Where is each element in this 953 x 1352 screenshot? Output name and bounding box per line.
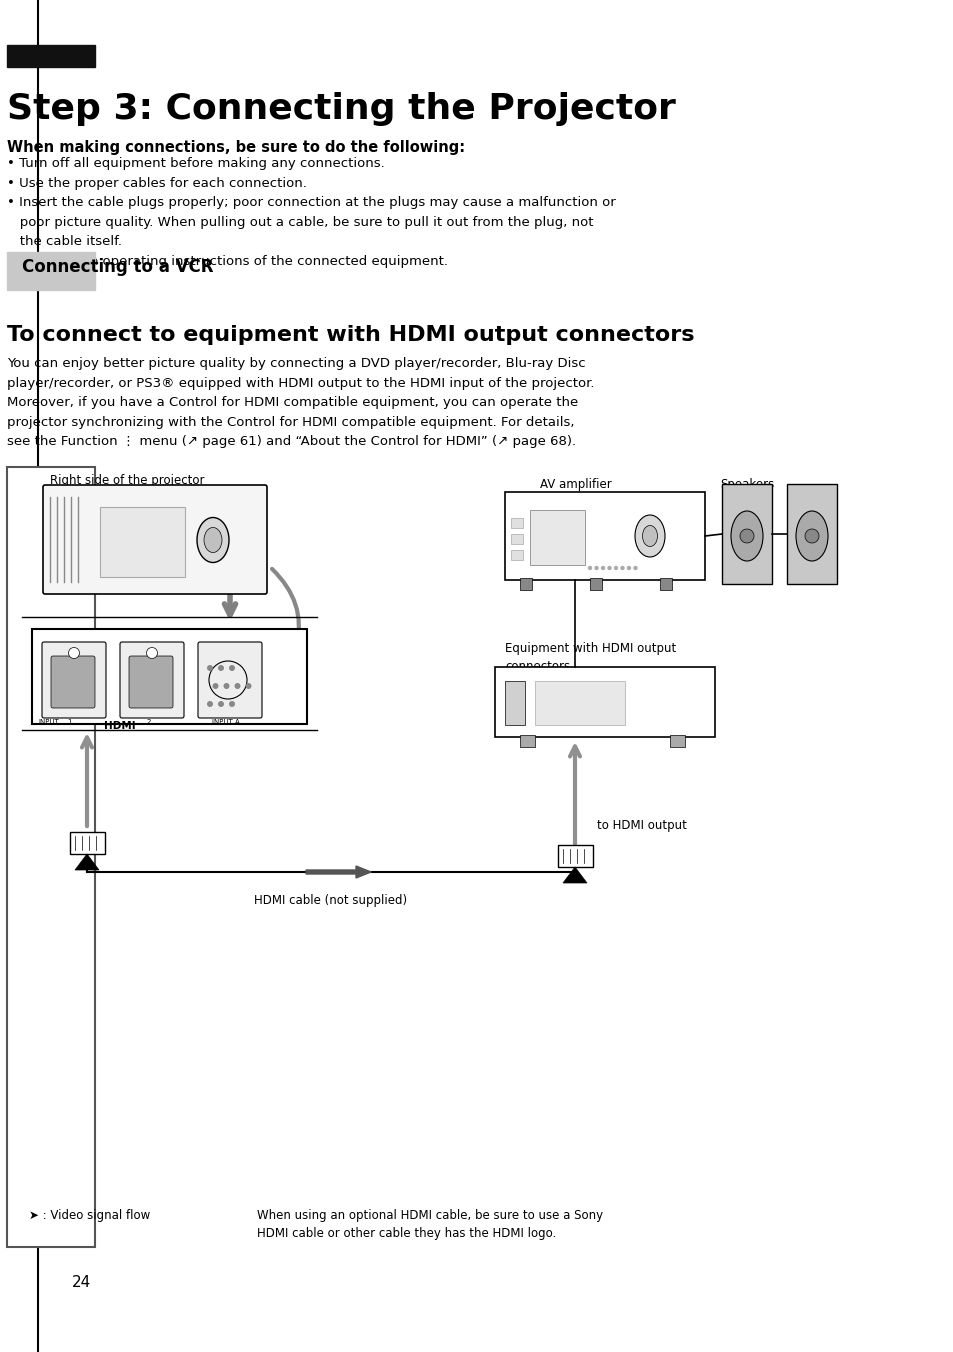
Bar xyxy=(8,45,94,68)
Ellipse shape xyxy=(641,526,657,546)
Circle shape xyxy=(613,565,618,571)
Circle shape xyxy=(213,683,218,690)
Bar xyxy=(511,518,522,529)
Bar xyxy=(511,550,522,560)
FancyBboxPatch shape xyxy=(129,656,172,708)
Ellipse shape xyxy=(730,511,762,561)
Circle shape xyxy=(207,700,213,707)
Circle shape xyxy=(619,565,624,571)
Text: Step 3: Connecting the Projector: Step 3: Connecting the Projector xyxy=(8,92,676,126)
Circle shape xyxy=(69,648,79,658)
Text: to HDMI output: to HDMI output xyxy=(597,819,686,831)
Bar xyxy=(669,735,684,748)
Bar xyxy=(504,681,524,725)
Text: player/recorder, or PS3® equipped with HDMI output to the HDMI input of the proj: player/recorder, or PS3® equipped with H… xyxy=(8,376,594,389)
Text: 1: 1 xyxy=(67,719,71,725)
Circle shape xyxy=(207,665,213,671)
Bar xyxy=(32,629,307,725)
Bar xyxy=(8,466,94,1247)
Circle shape xyxy=(607,565,611,571)
Text: • Use the proper cables for each connection.: • Use the proper cables for each connect… xyxy=(8,177,307,189)
Bar xyxy=(589,579,601,589)
Circle shape xyxy=(218,700,224,707)
Ellipse shape xyxy=(204,527,222,553)
Circle shape xyxy=(218,665,224,671)
Text: HDMI cable (not supplied): HDMI cable (not supplied) xyxy=(254,894,407,907)
Circle shape xyxy=(245,683,252,690)
Circle shape xyxy=(600,565,604,571)
Text: poor picture quality. When pulling out a cable, be sure to pull it out from the : poor picture quality. When pulling out a… xyxy=(8,215,593,228)
FancyBboxPatch shape xyxy=(42,642,106,718)
Bar xyxy=(519,579,532,589)
Circle shape xyxy=(804,529,818,544)
Bar xyxy=(535,681,624,725)
Circle shape xyxy=(223,683,230,690)
Circle shape xyxy=(587,565,592,571)
Bar xyxy=(8,251,94,289)
Bar xyxy=(504,492,704,580)
Text: INPUT: INPUT xyxy=(38,719,59,725)
FancyBboxPatch shape xyxy=(43,485,267,594)
Text: HDMI: HDMI xyxy=(104,721,135,731)
Text: 2: 2 xyxy=(147,719,152,725)
Text: see the Function ⋮ menu (↗ page 61) and “About the Control for HDMI” (↗ page 68): see the Function ⋮ menu (↗ page 61) and … xyxy=(8,435,576,448)
Text: Equipment with HDMI output
connectors: Equipment with HDMI output connectors xyxy=(504,642,676,673)
Text: AV amplifier: AV amplifier xyxy=(539,479,611,491)
Text: Right side of the projector: Right side of the projector xyxy=(50,475,204,487)
Circle shape xyxy=(229,700,234,707)
Circle shape xyxy=(229,665,234,671)
Polygon shape xyxy=(75,854,99,869)
Text: • Refer to the operating instructions of the connected equipment.: • Refer to the operating instructions of… xyxy=(8,254,448,268)
Bar xyxy=(495,667,714,737)
Text: Moreover, if you have a Control for HDMI compatible equipment, you can operate t: Moreover, if you have a Control for HDMI… xyxy=(8,396,578,410)
FancyBboxPatch shape xyxy=(51,656,95,708)
Circle shape xyxy=(234,683,240,690)
Text: projector synchronizing with the Control for HDMI compatible equipment. For deta: projector synchronizing with the Control… xyxy=(8,415,574,429)
Text: When using an optional HDMI cable, be sure to use a Sony
HDMI cable or other cab: When using an optional HDMI cable, be su… xyxy=(257,1209,602,1240)
Bar xyxy=(721,484,771,584)
Circle shape xyxy=(740,529,753,544)
Ellipse shape xyxy=(795,511,827,561)
Bar xyxy=(100,507,185,577)
Bar xyxy=(659,579,671,589)
Polygon shape xyxy=(562,867,586,883)
Text: ➤ : Video signal flow: ➤ : Video signal flow xyxy=(30,1209,151,1222)
Text: 24: 24 xyxy=(71,1275,91,1290)
Bar xyxy=(511,534,522,544)
Bar xyxy=(558,845,593,867)
Text: When making connections, be sure to do the following:: When making connections, be sure to do t… xyxy=(8,141,465,155)
Text: Speakers: Speakers xyxy=(720,479,773,491)
Bar xyxy=(530,510,584,565)
Bar xyxy=(519,735,535,748)
FancyArrow shape xyxy=(306,867,371,877)
FancyBboxPatch shape xyxy=(120,642,184,718)
Text: • Turn off all equipment before making any connections.: • Turn off all equipment before making a… xyxy=(8,157,385,170)
Text: Connecting to a VCR: Connecting to a VCR xyxy=(22,258,213,276)
Text: To connect to equipment with HDMI output connectors: To connect to equipment with HDMI output… xyxy=(8,324,694,345)
Text: You can enjoy better picture quality by connecting a DVD player/recorder, Blu-ra: You can enjoy better picture quality by … xyxy=(8,357,585,370)
Bar xyxy=(786,484,836,584)
Ellipse shape xyxy=(635,515,664,557)
Text: INPUT A: INPUT A xyxy=(212,719,239,725)
Circle shape xyxy=(633,565,637,571)
Circle shape xyxy=(594,565,598,571)
Ellipse shape xyxy=(196,518,229,562)
Bar xyxy=(70,831,105,854)
Circle shape xyxy=(147,648,157,658)
Circle shape xyxy=(626,565,631,571)
Text: • Insert the cable plugs properly; poor connection at the plugs may cause a malf: • Insert the cable plugs properly; poor … xyxy=(8,196,616,210)
Text: the cable itself.: the cable itself. xyxy=(8,235,122,247)
FancyBboxPatch shape xyxy=(198,642,262,718)
